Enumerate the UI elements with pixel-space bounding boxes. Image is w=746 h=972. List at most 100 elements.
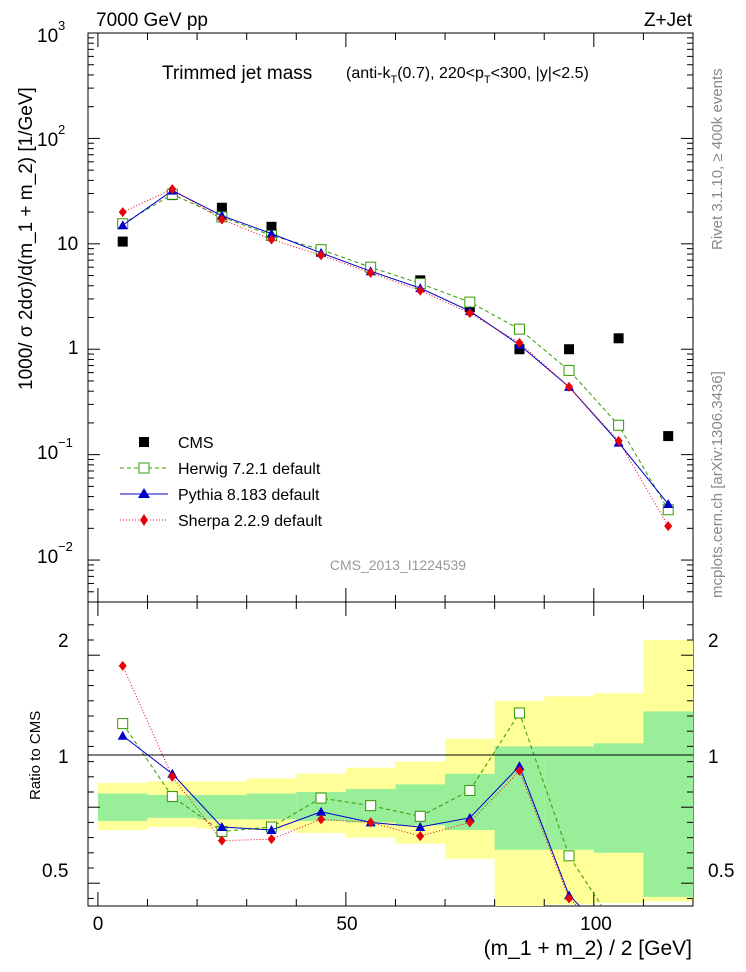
legend-herwig-label: Herwig 7.2.1 default bbox=[178, 461, 321, 478]
band-inner-bin-0 bbox=[97, 793, 148, 821]
x-tick-labels: 0 50 100 bbox=[93, 914, 612, 935]
main-point-s1-8 bbox=[513, 323, 525, 335]
ytick-label-1e-1: 10 bbox=[37, 443, 58, 464]
main-point-s0-11 bbox=[663, 431, 674, 442]
main-point-s3-1 bbox=[168, 184, 177, 195]
legend-pythia-marker bbox=[138, 488, 150, 498]
main-point-s1-10 bbox=[613, 419, 625, 431]
ratio-y-tick-labels: 2 1 0.5 2 1 0.5 bbox=[42, 631, 734, 882]
ratio-point-s0-7 bbox=[464, 784, 476, 796]
main-point-s3-5 bbox=[366, 267, 375, 278]
xtick-label-0: 0 bbox=[93, 914, 104, 935]
ratio-point-s2-9 bbox=[565, 893, 574, 904]
ratio-point-s1-3 bbox=[266, 825, 277, 834]
ytick-label-1e3-exp: 3 bbox=[58, 18, 65, 33]
main-series-layer bbox=[117, 184, 674, 532]
main-line-3 bbox=[122, 188, 669, 527]
ratio-point-s2-3 bbox=[267, 834, 276, 845]
main-point-s0-10 bbox=[613, 333, 624, 344]
main-point-s0-3 bbox=[266, 221, 277, 232]
legend-herwig-marker bbox=[138, 462, 150, 474]
ratio-point-s1-2 bbox=[216, 821, 227, 831]
main-point-s3-0 bbox=[118, 207, 127, 218]
ratio-line-0 bbox=[122, 711, 603, 906]
ratio-point-s2-7 bbox=[465, 817, 474, 828]
xtick-label-50: 50 bbox=[336, 914, 357, 935]
main-point-s0-2 bbox=[216, 202, 227, 213]
ytick-label-1e-2: 10 bbox=[37, 547, 58, 568]
ratio-point-s0-8 bbox=[513, 707, 525, 719]
main-point-s3-3 bbox=[267, 234, 276, 245]
ratio-series-layer bbox=[117, 660, 603, 906]
plot-title: Trimmed jet mass bbox=[162, 63, 312, 84]
ratio-point-s0-1 bbox=[166, 791, 178, 803]
main-point-s3-11 bbox=[664, 521, 673, 532]
ratio-point-s2-4 bbox=[317, 814, 326, 825]
side-label-rivet: Rivet 3.1.10, ≥ 400k events bbox=[709, 68, 726, 250]
header-right: Z+Jet bbox=[644, 10, 693, 31]
legend: CMS Herwig 7.2.1 default Pythia 8.183 de… bbox=[120, 435, 323, 530]
main-y-axis-label: 1000/ σ 2dσ)/d(m_1 + m_2) [1/GeV] bbox=[16, 87, 37, 390]
ratio-point-s0-0 bbox=[117, 718, 129, 730]
main-line-1 bbox=[122, 193, 669, 511]
main-point-s3-2 bbox=[217, 214, 226, 225]
main-point-s2-11 bbox=[663, 499, 674, 509]
ratio-point-s1-0 bbox=[117, 730, 128, 740]
ratio-point-s2-1 bbox=[168, 771, 177, 782]
ratio-point-s1-7 bbox=[464, 812, 475, 822]
band-inner-bin-11 bbox=[643, 711, 693, 897]
ratio-point-s1-6 bbox=[415, 821, 426, 831]
ratio-line-1 bbox=[122, 735, 581, 906]
ratio-point-s2-8 bbox=[515, 765, 524, 776]
ratio-y-axis-label: Ratio to CMS bbox=[27, 711, 44, 800]
ratio-ytick-2-right: 2 bbox=[708, 631, 719, 652]
main-point-s1-9 bbox=[563, 364, 575, 376]
ratio-point-s1-8 bbox=[514, 761, 525, 771]
ytick-label-1e2-exp: 2 bbox=[58, 122, 65, 137]
main-y-tick-labels: 10 −2 10 −1 1 10 10 2 10 3 bbox=[37, 18, 79, 568]
ratio-point-s0-5 bbox=[365, 800, 377, 812]
ratio-point-s2-0 bbox=[118, 660, 127, 671]
ytick-label-1e-2-exp: −2 bbox=[58, 539, 73, 554]
main-point-s3-6 bbox=[416, 285, 425, 296]
ratio-point-s0-9 bbox=[563, 850, 575, 862]
ratio-point-s2-6 bbox=[416, 831, 425, 842]
main-line-2 bbox=[122, 189, 669, 505]
legend-cms-marker bbox=[139, 437, 149, 447]
ratio-ytick-2-left: 2 bbox=[58, 631, 69, 652]
ytick-label-1: 1 bbox=[68, 338, 79, 359]
main-point-s3-10 bbox=[614, 435, 623, 446]
x-ticks bbox=[97, 33, 694, 906]
band-inner-bin-2 bbox=[197, 795, 247, 820]
ytick-label-10: 10 bbox=[57, 234, 78, 255]
band-inner-bin-10 bbox=[593, 743, 644, 853]
main-point-s2-3 bbox=[266, 228, 277, 238]
ytick-label-1e3: 10 bbox=[37, 26, 58, 47]
main-point-s3-4 bbox=[317, 250, 326, 261]
main-point-s0-8 bbox=[514, 344, 525, 355]
band-inner-bin-1 bbox=[147, 795, 198, 818]
legend-sherpa-marker bbox=[140, 514, 148, 526]
ratio-point-s2-2 bbox=[217, 835, 226, 846]
ratio-point-s0-4 bbox=[315, 792, 327, 804]
ytick-label-1e2: 10 bbox=[37, 130, 58, 151]
main-point-s3-9 bbox=[565, 381, 574, 392]
legend-cms-label: CMS bbox=[178, 435, 214, 452]
analysis-watermark: CMS_2013_I1224539 bbox=[330, 557, 466, 573]
main-point-s1-7 bbox=[464, 296, 476, 308]
main-point-s0-0 bbox=[117, 236, 128, 247]
x-axis-label: (m_1 + m_2) / 2 [GeV] bbox=[484, 937, 692, 960]
ratio-ytick-05-right: 0.5 bbox=[708, 861, 734, 882]
main-point-s3-7 bbox=[465, 308, 474, 319]
ytick-label-1e-1-exp: −1 bbox=[58, 435, 73, 450]
ratio-ytick-05-left: 0.5 bbox=[42, 861, 68, 882]
legend-sherpa-label: Sherpa 2.2.9 default bbox=[178, 513, 323, 530]
legend-pythia-label: Pythia 8.183 default bbox=[178, 487, 320, 504]
band-inner-bin-3 bbox=[246, 793, 297, 820]
main-point-s2-0 bbox=[117, 220, 128, 230]
main-y-ticks bbox=[88, 37, 693, 603]
title-main: Trimmed jet mass bbox=[162, 63, 312, 84]
header-left: 7000 GeV pp bbox=[96, 10, 208, 31]
plot-title-sub: (anti-kT(0.7), 220<pT<300, |y|<2.5) bbox=[346, 65, 589, 86]
